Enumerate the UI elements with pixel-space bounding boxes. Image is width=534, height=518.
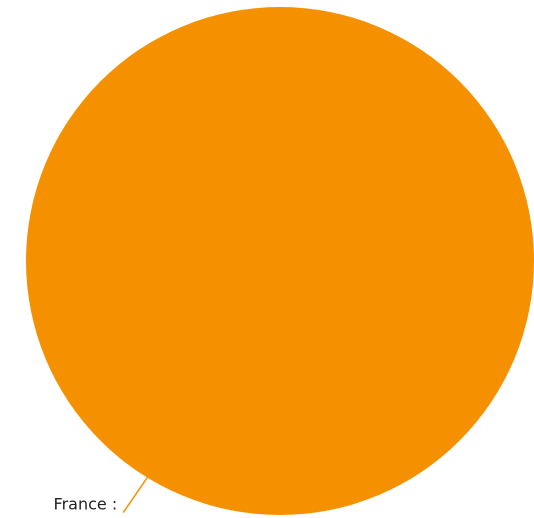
leader-line [122, 477, 148, 513]
pie-slices [26, 7, 534, 515]
pie-slice [26, 7, 534, 515]
slice-label: France : [54, 495, 118, 514]
pie-labels: France : [54, 477, 148, 514]
